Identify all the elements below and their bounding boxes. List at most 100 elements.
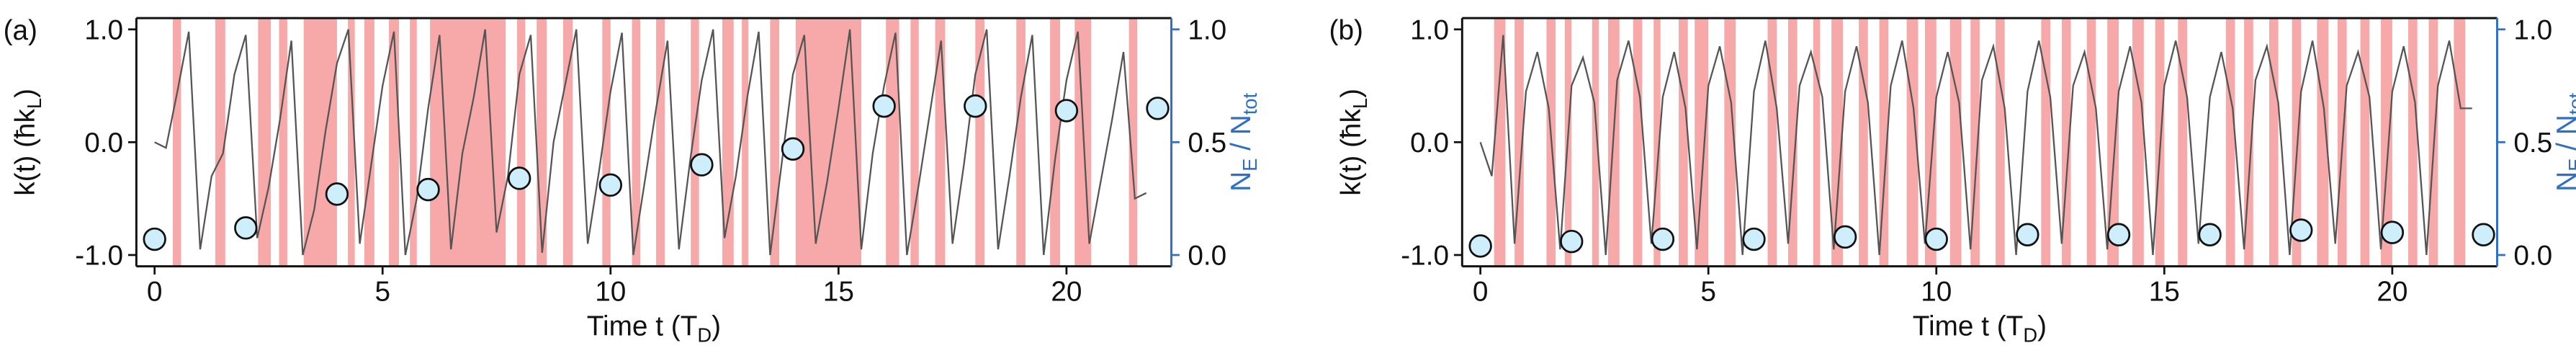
- shaded-interval: [1996, 18, 2005, 267]
- x-axis-label: Time t (TD): [1913, 311, 2047, 346]
- population-point: [781, 137, 805, 161]
- population-point: [416, 177, 440, 202]
- shaded-interval: [632, 18, 640, 267]
- x-tick-label: 5: [1700, 276, 1716, 307]
- x-tick-label: 5: [374, 276, 390, 307]
- x-tick-label: 15: [2149, 276, 2180, 307]
- shaded-interval: [258, 18, 271, 267]
- population-point: [1742, 227, 1766, 251]
- y2-axis-label: NE / Ntot: [2552, 92, 2576, 191]
- k-curve: [1479, 35, 2472, 256]
- shaded-interval: [1859, 18, 1868, 267]
- x-axis-label-part: Time t (T: [587, 311, 698, 342]
- shaded-interval: [389, 18, 400, 267]
- y2-tick-label: 0.0: [2513, 241, 2552, 272]
- shaded-interval: [1813, 18, 1821, 267]
- shaded-interval: [172, 18, 181, 267]
- shaded-interval: [1050, 18, 1061, 267]
- panel-label: (a): [4, 15, 37, 46]
- x-axis-label-part: Time t (T: [1913, 311, 2024, 342]
- y2-tick-label: 1.0: [2513, 14, 2552, 45]
- shaded-interval: [1695, 18, 1709, 267]
- y-axis-label-part: ): [10, 89, 41, 98]
- shaded-interval: [2292, 18, 2302, 267]
- y2-axis-label-part: / N: [1226, 115, 1257, 158]
- x-axis-label-part: ): [2037, 311, 2047, 342]
- x-tick-label: 20: [2377, 276, 2407, 307]
- y-tick-label: 1.0: [84, 14, 123, 45]
- shaded-interval: [364, 18, 374, 267]
- x-axis-label: Time t (TD): [587, 311, 721, 346]
- population-point: [234, 216, 258, 240]
- shaded-interval: [517, 18, 526, 267]
- shaded-interval: [1128, 18, 1138, 267]
- population-point: [1833, 225, 1857, 249]
- y-axis-label-part: k(t) (ħk: [10, 109, 41, 196]
- shaded-interval: [303, 18, 337, 267]
- shaded-interval: [742, 18, 748, 267]
- y2-axis-label-part: / N: [2552, 115, 2576, 158]
- population-point: [964, 94, 987, 118]
- y2-axis-label-part: E: [1239, 159, 1261, 171]
- shaded-interval: [935, 18, 946, 267]
- shaded-interval: [2360, 18, 2370, 267]
- shaded-interval: [2132, 18, 2144, 267]
- x-tick-label: 0: [1473, 276, 1489, 307]
- shaded-interval: [430, 18, 506, 267]
- shaded-interval: [2086, 18, 2096, 267]
- y-tick-label: 1.0: [1410, 14, 1449, 45]
- shaded-interval: [410, 18, 417, 267]
- shaded-interval: [1767, 18, 1777, 267]
- shaded-interval: [1831, 18, 1843, 267]
- shaded-interval: [886, 18, 899, 267]
- shaded-interval: [691, 18, 699, 267]
- shaded-interval: [770, 18, 780, 267]
- shaded-interval: [2268, 18, 2279, 267]
- population-point: [2472, 223, 2495, 246]
- y2-tick-label: 0.0: [1188, 241, 1226, 272]
- y-tick-label: 0.0: [84, 128, 123, 159]
- y2-axis-label-part: E: [2564, 159, 2576, 171]
- population-point: [1560, 229, 1584, 254]
- shaded-interval: [2225, 18, 2235, 267]
- y2-axis-label: NE / Ntot: [1226, 92, 1261, 191]
- x-tick-label: 0: [147, 276, 163, 307]
- shaded-interval: [975, 18, 984, 267]
- shaded-interval: [1592, 18, 1599, 267]
- shaded-interval: [1016, 18, 1026, 267]
- y2-axis-label-part: tot: [1239, 92, 1261, 115]
- y-axis-label: k(t) (ħkL): [10, 89, 45, 196]
- y2-axis-label-part: N: [2552, 171, 2576, 192]
- shaded-interval: [348, 18, 355, 267]
- x-axis-label-part: ): [712, 311, 721, 342]
- population-point: [1146, 97, 1170, 120]
- y2-axis-label-part: N: [1226, 171, 1257, 192]
- shaded-interval: [910, 18, 919, 267]
- x-tick-label: 20: [1051, 276, 1082, 307]
- x-tick-label: 10: [595, 276, 626, 307]
- y2-tick-label: 1.0: [1188, 14, 1226, 45]
- x-tick-label: 10: [1921, 276, 1952, 307]
- shaded-interval: [2178, 18, 2187, 267]
- population-point: [143, 227, 166, 251]
- y2-axis-label-part: tot: [2564, 92, 2576, 115]
- shaded-interval: [795, 18, 862, 267]
- panel-label: (b): [1329, 15, 1363, 46]
- y-tick-label: -1.0: [75, 241, 123, 272]
- shaded-interval: [1679, 18, 1688, 267]
- y2-tick-label: 0.5: [2513, 128, 2552, 159]
- population-point: [325, 182, 349, 206]
- shaded-interval: [2454, 18, 2466, 267]
- population-point: [1054, 99, 1079, 122]
- shaded-interval: [279, 18, 287, 267]
- population-point: [507, 166, 531, 190]
- shaded-interval: [1633, 18, 1643, 267]
- shaded-interval: [2408, 18, 2418, 267]
- population-point: [2289, 218, 2313, 242]
- y-axis-label: k(t) (ħkL): [1336, 89, 1371, 196]
- k-curve: [154, 29, 1147, 256]
- shaded-interval: [2041, 18, 2051, 267]
- y2-tick-label: 0.5: [1188, 128, 1226, 159]
- population-point: [2380, 220, 2405, 244]
